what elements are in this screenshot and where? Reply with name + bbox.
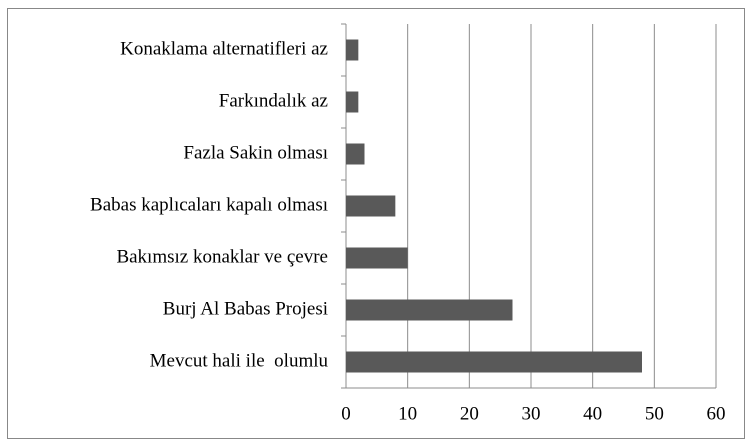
y-tick-label: Fazla Sakin olması [183,142,328,163]
x-tick-label: 50 [645,403,664,424]
x-tick-label: 10 [398,403,417,424]
chart-border [7,8,745,439]
bar [346,299,513,321]
bar [346,195,396,217]
y-tick-label: Babas kaplıcaları kapalı olması [90,194,328,215]
bar [346,247,408,269]
y-tick-label: Mevcut hali ile olumlu [150,350,329,371]
y-tick-label: Konaklama alternatifleri az [120,38,328,59]
x-tick-label: 0 [341,403,351,424]
y-tick-label: Burj Al Babas Projesi [163,298,328,319]
x-tick-label: 40 [583,403,602,424]
x-tick-label: 20 [460,403,479,424]
bar [346,351,642,373]
bar [346,39,359,61]
bar [346,143,365,165]
bar [346,91,359,113]
y-tick-label: Farkındalık az [219,90,328,111]
y-tick-label: Bakımsız konaklar ve çevre [116,246,328,267]
x-tick-label: 60 [707,403,726,424]
x-tick-label: 30 [522,403,541,424]
